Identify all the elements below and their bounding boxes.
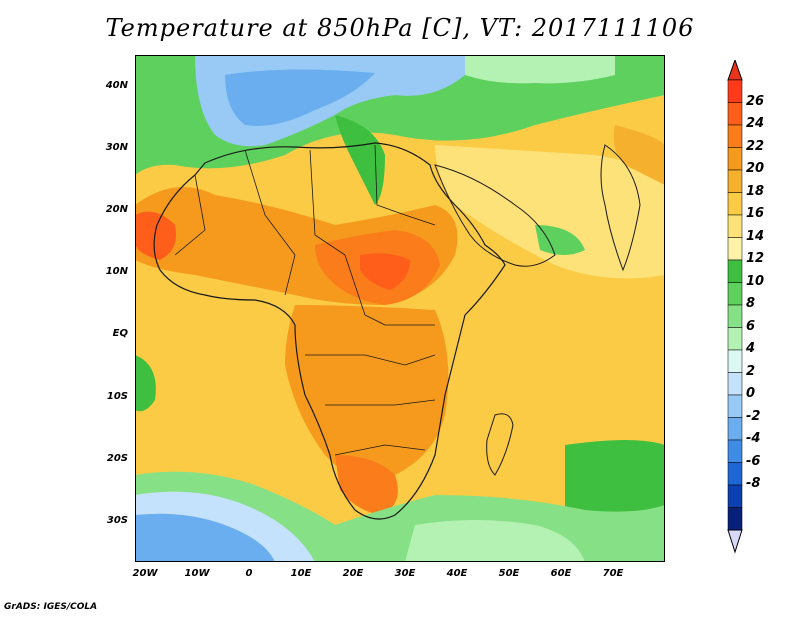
colorbar-level-label: -4 bbox=[746, 431, 761, 446]
colorbar-swatch bbox=[727, 124, 743, 148]
colorbar-swatch bbox=[727, 169, 743, 193]
lat-label-10n: 10N bbox=[105, 266, 128, 277]
lat-label-10s: 10S bbox=[106, 391, 128, 402]
colorbar-level-label: -2 bbox=[746, 408, 761, 424]
indian-ocean-green bbox=[565, 440, 665, 530]
lat-label-eq: EQ bbox=[112, 328, 128, 339]
colorbar-swatch bbox=[727, 147, 743, 171]
colorbar-level-label: 2 bbox=[746, 363, 756, 379]
arabia-zone bbox=[435, 145, 665, 279]
colorbar-level-label: 10 bbox=[746, 273, 765, 289]
colorbar-level-label: 12 bbox=[746, 251, 765, 266]
lon-label-0: 0 bbox=[245, 568, 253, 579]
colorbar-level-label: 4 bbox=[746, 341, 756, 356]
colorbar-level-label: 26 bbox=[746, 93, 765, 109]
colorbar-level-label: 24 bbox=[746, 116, 765, 131]
colorbar-swatch bbox=[727, 259, 743, 283]
grads-credit: GrADS: IGES/COLA bbox=[4, 602, 98, 612]
colorbar-level-label: 20 bbox=[746, 161, 765, 176]
colorbar-swatch bbox=[727, 327, 743, 351]
colorbar-level-label: 18 bbox=[746, 183, 765, 199]
colorbar-swatch bbox=[727, 394, 743, 418]
india-outline bbox=[600, 144, 641, 272]
temperature-map bbox=[135, 55, 665, 562]
temperature-map-canvas bbox=[135, 55, 665, 562]
country-borders bbox=[174, 144, 436, 456]
map-title: Temperature at 850hPa [C], VT: 201711110… bbox=[105, 14, 695, 42]
colorbar-swatch bbox=[727, 439, 743, 463]
colorbar-swatch bbox=[727, 304, 743, 328]
colorbar-swatch bbox=[727, 192, 743, 216]
india-north-zone bbox=[613, 125, 665, 185]
lat-label-30n: 30N bbox=[105, 142, 128, 153]
colorbar-swatch bbox=[727, 417, 743, 441]
colorbar-level-label: 22 bbox=[746, 138, 765, 154]
lon-label-20e: 20E bbox=[342, 568, 364, 579]
colorbar-swatch bbox=[727, 462, 743, 486]
colorbar bbox=[727, 60, 743, 554]
colorbar-level-label: 6 bbox=[746, 318, 756, 334]
lon-label-40e: 40E bbox=[446, 568, 468, 579]
west-africa-hot-zone bbox=[135, 211, 176, 260]
lon-label-20w: 20W bbox=[132, 568, 158, 579]
colorbar-swatch bbox=[727, 349, 743, 373]
colorbar-level-label: -8 bbox=[746, 476, 761, 491]
colorbar-top-arrow bbox=[727, 60, 743, 81]
east-europe-zone bbox=[465, 55, 615, 84]
colorbar-swatch bbox=[727, 214, 743, 238]
lon-label-60e: 60E bbox=[550, 568, 572, 579]
lat-label-20s: 20S bbox=[106, 453, 128, 464]
mediterranean-cold-zone bbox=[225, 69, 375, 126]
central-africa-zone bbox=[285, 305, 449, 478]
lon-label-70e: 70E bbox=[602, 568, 624, 579]
atlantic-green-patch bbox=[135, 355, 156, 412]
southern-africa-hot bbox=[335, 455, 398, 515]
lat-label-40n: 40N bbox=[105, 80, 128, 91]
colorbar-swatch bbox=[727, 372, 743, 396]
colorbar-swatch bbox=[727, 79, 743, 103]
colorbar-level-label: 0 bbox=[746, 386, 756, 401]
south-indian-cool bbox=[405, 520, 585, 562]
south-atlantic-cold bbox=[135, 513, 275, 562]
colorbar-swatch bbox=[727, 507, 743, 531]
colorbar-level-label: 16 bbox=[746, 206, 765, 221]
colorbar-level-label: 8 bbox=[746, 296, 756, 311]
libya-green-zone bbox=[335, 115, 385, 205]
lon-label-50e: 50E bbox=[498, 568, 520, 579]
lon-label-10e: 10E bbox=[290, 568, 312, 579]
arabia-outline bbox=[434, 164, 556, 267]
lon-label-10w: 10W bbox=[184, 568, 210, 579]
colorbar-swatch bbox=[727, 237, 743, 261]
map-frame bbox=[135, 55, 665, 562]
colorbar-bottom-arrow bbox=[727, 529, 743, 554]
arabian-sea-green bbox=[535, 225, 585, 255]
madagascar-outline bbox=[486, 413, 514, 476]
sudan-hot-zone bbox=[360, 253, 410, 290]
colorbar-level-label: 14 bbox=[746, 228, 765, 244]
colorbar-swatch bbox=[727, 282, 743, 306]
colorbar-level-label: -6 bbox=[746, 453, 761, 469]
colorbar-swatch bbox=[727, 102, 743, 126]
lat-label-20n: 20N bbox=[105, 204, 128, 215]
africa-outline bbox=[153, 142, 506, 520]
colorbar-swatch bbox=[727, 484, 743, 508]
lat-label-30s: 30S bbox=[106, 515, 128, 526]
lon-label-30e: 30E bbox=[394, 568, 416, 579]
